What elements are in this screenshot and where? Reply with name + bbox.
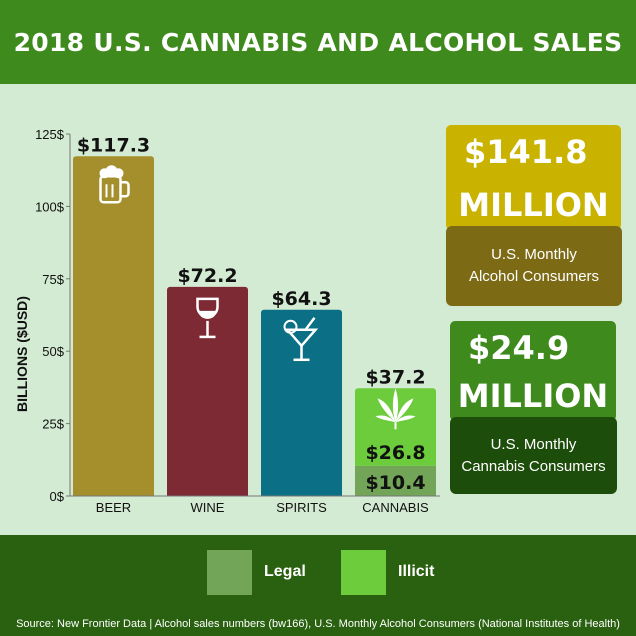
legend-label-legal: Legal — [264, 563, 306, 580]
bar-cannabis-legal — [355, 465, 436, 496]
legend-swatch-legal — [207, 550, 252, 595]
chart-title: 2018 U.S. CANNABIS AND ALCOHOL SALES — [13, 27, 623, 57]
data-label-cannabis-illicit: $26.8 — [365, 442, 425, 464]
y-tick-label: 100$ — [35, 199, 65, 214]
alcohol-consumers-stat: $141.8 MILLION — [446, 125, 621, 230]
alcohol-stat-value: $141.8 — [464, 133, 588, 171]
alcohol-label-line1: U.S. Monthly — [491, 246, 577, 263]
data-label-wine: $72.2 — [177, 265, 237, 287]
bar-spirits — [261, 309, 342, 496]
y-tick-label: 125$ — [35, 127, 65, 142]
alcohol-consumers-label: U.S. Monthly Alcohol Consumers — [446, 226, 622, 306]
alcohol-label-line2: Alcohol Consumers — [468, 268, 600, 285]
alcohol-stat-unit: MILLION — [458, 186, 609, 224]
x-tick-label-cannabis: CANNABIS — [362, 500, 429, 515]
cannabis-consumers-label: U.S. Monthly Cannabis Consumers — [450, 417, 617, 494]
source-note: Source: New Frontier Data | Alcohol sale… — [0, 613, 636, 636]
data-label-spirits: $64.3 — [271, 288, 331, 310]
bar-chart: BILLIONS ($USD) 0$ 25$ 50$ 75$ 100$ 125$ $117… — [14, 127, 440, 515]
beer-mug-icon — [99, 165, 130, 204]
data-label-beer: $117.3 — [77, 134, 150, 156]
header-banner: 2018 U.S. CANNABIS AND ALCOHOL SALES — [0, 0, 636, 84]
bar-beer — [73, 156, 154, 496]
wine-glass-icon — [196, 297, 219, 339]
x-tick-label-spirits: SPIRITS — [276, 500, 327, 515]
cannabis-stat-unit: MILLION — [457, 377, 609, 415]
y-axis-label: BILLIONS ($USD) — [14, 296, 30, 412]
bar-wine — [167, 286, 248, 496]
y-tick-label: 75$ — [42, 272, 64, 287]
data-label-cannabis-legal: $10.4 — [365, 472, 425, 494]
y-tick-label: 0$ — [50, 489, 65, 504]
legend-swatch-illicit — [341, 550, 386, 595]
cannabis-leaf-icon — [375, 388, 416, 430]
x-tick-label-beer: BEER — [96, 500, 131, 515]
cocktail-glass-icon — [283, 317, 319, 362]
cannabis-label-line2: Cannabis Consumers — [461, 457, 606, 475]
legend-label-illicit: Illicit — [398, 563, 435, 580]
cannabis-consumers-stat: $24.9 MILLION — [450, 321, 616, 421]
y-tick-label: 25$ — [42, 417, 64, 432]
cannabis-stat-value: $24.9 — [468, 329, 570, 367]
legend: Legal Illicit — [0, 535, 636, 613]
x-tick-label-wine: WINE — [191, 500, 225, 515]
cannabis-label-line1: U.S. Monthly — [490, 435, 577, 453]
data-label-cannabis: $37.2 — [365, 366, 425, 388]
y-tick-label: 50$ — [42, 344, 64, 359]
